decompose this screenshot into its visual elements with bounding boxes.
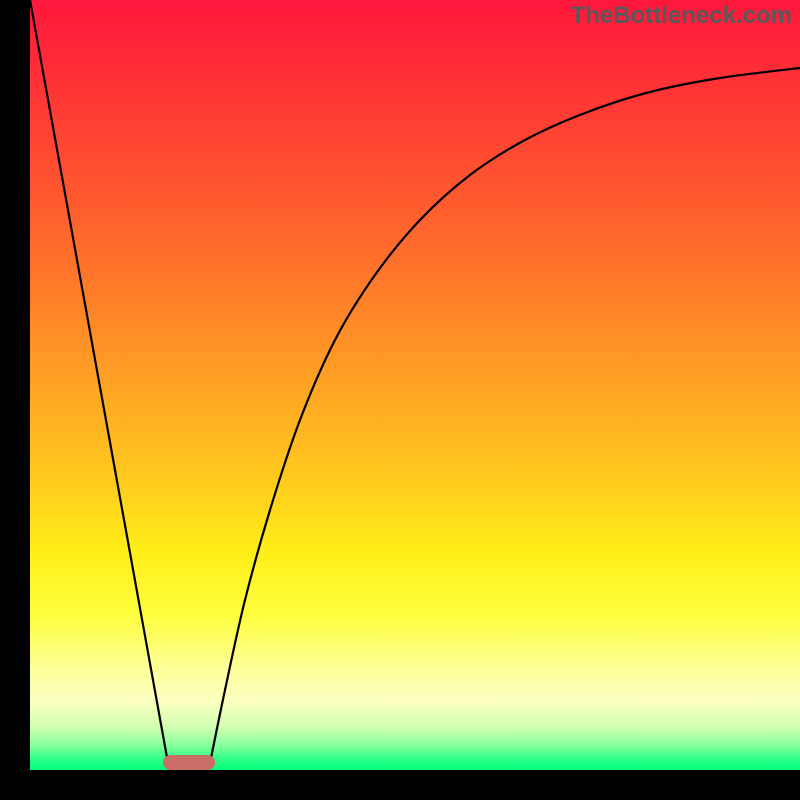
watermark-text: TheBottleneck.com — [571, 2, 792, 30]
optimal-marker — [163, 755, 215, 770]
chart-container: TheBottleneck.com — [0, 0, 800, 800]
bottleneck-curve — [0, 0, 800, 800]
